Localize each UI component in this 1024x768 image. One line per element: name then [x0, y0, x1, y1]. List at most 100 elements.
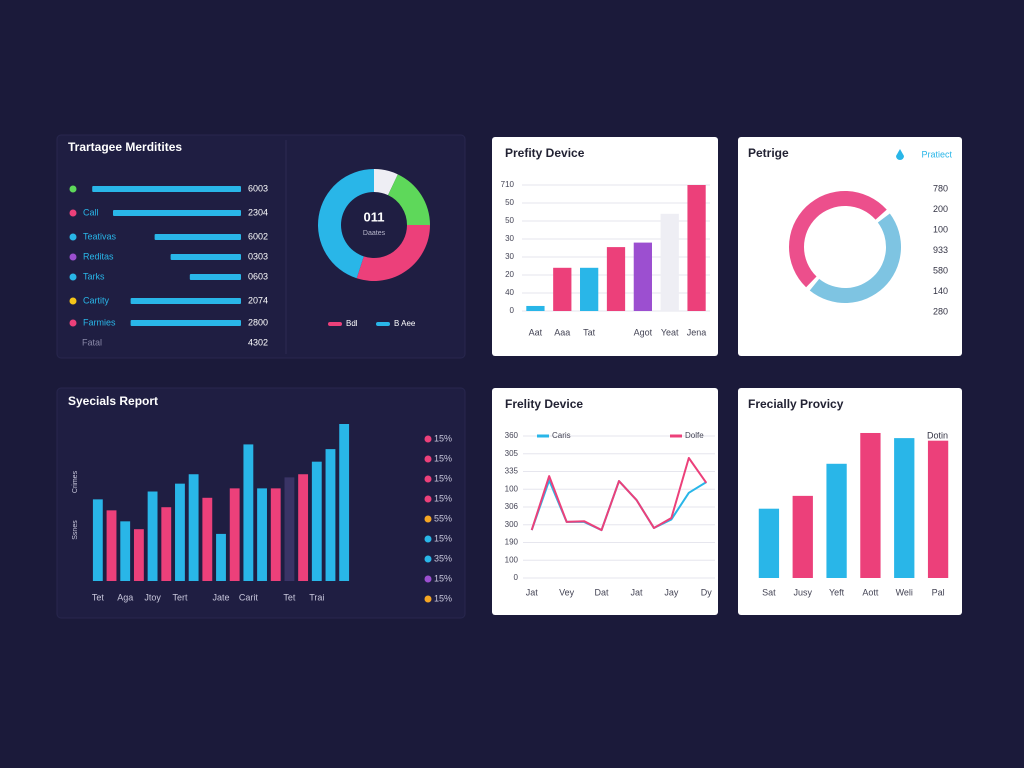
x-tick-label: Jat: [630, 587, 643, 597]
center-value: 011: [364, 209, 385, 224]
x-tick-label: Pal: [932, 587, 945, 597]
row-label: Call: [83, 207, 99, 217]
x-tick-label: Jat: [526, 587, 539, 597]
y-tick-label: 360: [505, 431, 519, 440]
bar: [860, 432, 881, 578]
axis-label: Crimes: [72, 470, 79, 493]
bar: [147, 491, 158, 581]
y-tick-label: 100: [505, 555, 519, 564]
legend-dot: [424, 575, 432, 583]
row-label: Teativas: [83, 231, 117, 241]
bar: [325, 449, 336, 581]
legend-dot: [69, 273, 77, 281]
x-tick-label: Jusy: [793, 587, 812, 597]
bar: [189, 274, 241, 280]
donut-segment: [809, 213, 901, 303]
total-value: 4302: [248, 337, 268, 347]
bar: [270, 488, 281, 581]
value-label: 0603: [248, 271, 268, 281]
x-tick-label: Tert: [172, 592, 188, 602]
legend-label: 35%: [434, 553, 452, 563]
legend-label: 15%: [434, 573, 452, 583]
legend-label: 15%: [434, 533, 452, 543]
x-tick-label: Tet: [92, 592, 105, 602]
legend-dot: [69, 185, 77, 193]
x-tick-label: Yeft: [829, 587, 845, 597]
legend-label: Dolfe: [685, 431, 704, 440]
bar: [526, 305, 545, 311]
bar: [894, 438, 915, 578]
legend-dot: [69, 297, 77, 305]
bar: [202, 497, 213, 581]
y-tick-label: 30: [505, 252, 514, 261]
legend-dot: [69, 253, 77, 261]
side-label: 933: [933, 245, 948, 255]
legend-dot: [424, 475, 432, 483]
y-tick-label: 306: [505, 502, 519, 511]
y-tick-label: 305: [505, 449, 519, 458]
x-tick-label: Tet: [283, 592, 296, 602]
total-label: Fatal: [82, 337, 102, 347]
value-label: 2304: [248, 207, 268, 217]
bar: [298, 474, 309, 581]
panel-title: Syecials Report: [68, 394, 158, 408]
side-label: 200: [933, 204, 948, 214]
bar: [311, 461, 322, 581]
legend-dot: [424, 495, 432, 503]
bar: [170, 254, 241, 260]
bar: [216, 533, 226, 581]
bar: [606, 247, 626, 311]
bar: [120, 521, 131, 581]
card-title: Frelity Device: [505, 397, 583, 411]
x-tick-label: Aga: [117, 592, 133, 602]
row-label: Reditas: [83, 251, 114, 261]
x-tick-label: Dat: [595, 587, 610, 597]
legend-label: 15%: [434, 473, 452, 483]
legend-dot: [424, 535, 432, 543]
bar: [130, 320, 241, 326]
legend-dot: [69, 233, 77, 241]
bar: [826, 463, 847, 578]
side-label: 780: [933, 183, 948, 193]
bar: [339, 424, 350, 581]
legend-label: Dotin: [927, 430, 948, 440]
bar: [687, 185, 706, 311]
legend-dot: [69, 319, 77, 327]
y-tick-label: 100: [505, 484, 519, 493]
row-label: Farmies: [83, 317, 116, 327]
donut-segment: [388, 174, 430, 225]
x-tick-label: Aaa: [554, 327, 570, 337]
x-tick-label: Weli: [896, 587, 913, 597]
card: [738, 137, 962, 356]
value-label: 6002: [248, 231, 268, 241]
legend-dot: [424, 435, 432, 443]
bar: [175, 483, 185, 581]
legend-label: Caris: [552, 431, 571, 440]
x-tick-label: Jena: [687, 327, 707, 337]
legend-dot: [424, 595, 432, 603]
bar: [580, 267, 599, 311]
bar: [927, 440, 949, 578]
legend-label: Bdl: [346, 319, 358, 328]
card: [492, 137, 718, 356]
bar: [92, 186, 241, 192]
bar: [161, 507, 172, 581]
legend-label: 55%: [434, 513, 452, 523]
card: [492, 388, 718, 615]
legend-swatch: [376, 322, 390, 326]
panel-title: Trartagee Merditites: [68, 140, 182, 154]
legend-dot: [424, 555, 432, 563]
donut-segment: [318, 169, 374, 279]
legend-label: 15%: [434, 433, 452, 443]
y-tick-label: 300: [505, 520, 519, 529]
donut-segment: [374, 169, 398, 196]
side-label: 580: [933, 265, 948, 275]
bar: [633, 242, 652, 311]
bar: [133, 529, 144, 581]
side-label: 100: [933, 224, 948, 234]
y-tick-label: 710: [501, 180, 515, 189]
bar: [758, 508, 780, 578]
legend-label: B Aee: [394, 319, 416, 328]
card-title: Frecially Provicy: [748, 397, 844, 411]
